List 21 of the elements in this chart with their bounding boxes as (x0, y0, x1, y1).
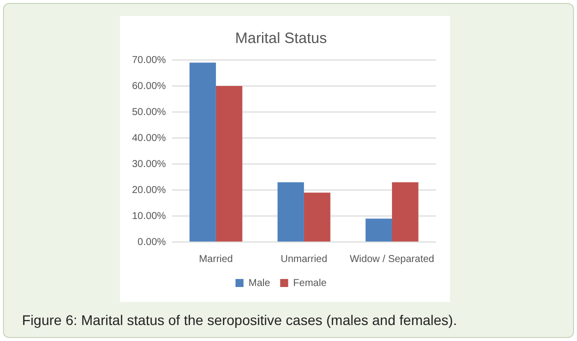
bar (278, 182, 304, 242)
bar (190, 62, 216, 242)
x-tick-label: Widow / Separated (350, 254, 434, 265)
bar (216, 86, 242, 242)
chart-title: Marital Status (235, 30, 327, 48)
x-tick-label: Married (198, 254, 233, 265)
y-tick-label: 30.00% (132, 158, 166, 170)
y-tick-label: 60.00% (132, 80, 166, 92)
bar (304, 192, 330, 242)
y-tick-label: 10.00% (132, 210, 166, 222)
x-tick-label: Unmarried (280, 254, 328, 265)
y-tick-label: 40.00% (132, 132, 166, 144)
legend-label: Male (248, 278, 271, 289)
y-tick-label: 20.00% (132, 184, 166, 196)
y-tick-label: 70.00% (132, 54, 166, 66)
caption: Figure 6: Marital status of the seropositive cases (males and females). (22, 312, 457, 328)
y-tick-label: 50.00% (132, 106, 166, 118)
bar (392, 182, 418, 242)
bar (366, 218, 392, 242)
y-tick-label: 0.00% (138, 236, 166, 248)
legend-label: Female (293, 278, 327, 289)
